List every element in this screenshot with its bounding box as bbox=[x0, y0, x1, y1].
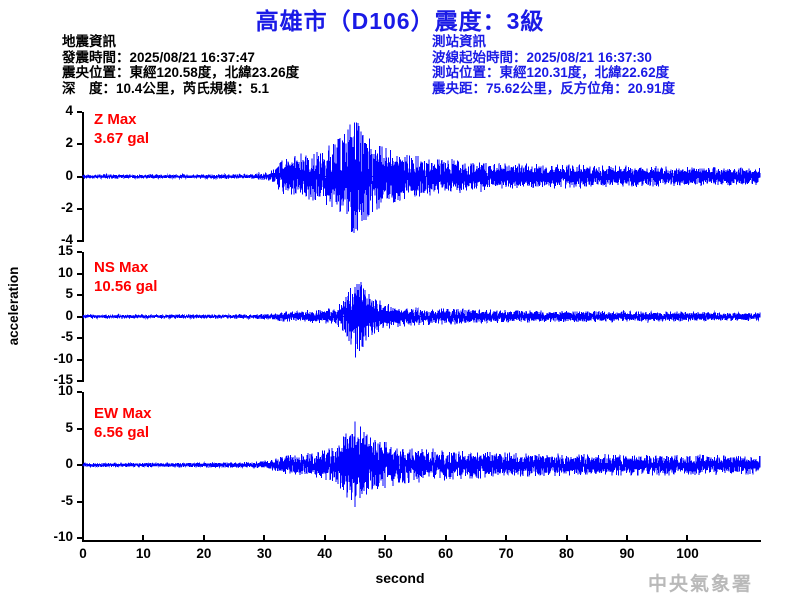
x-tick-30 bbox=[263, 535, 266, 541]
max-label-value-z: 3.67 gal bbox=[94, 130, 150, 147]
y-tick-z-4 bbox=[77, 111, 82, 113]
max-annotation-z: Z Max 3.67 gal bbox=[94, 110, 149, 148]
y-tick-label-ns-5: 5 bbox=[65, 286, 73, 301]
x-axis-label: second bbox=[375, 570, 425, 586]
x-tick-label-70: 70 bbox=[498, 546, 514, 561]
x-tick-label-30: 30 bbox=[256, 546, 272, 561]
y-axis-label: acceleration bbox=[6, 96, 21, 346]
x-tick-label-40: 40 bbox=[317, 546, 333, 561]
y-tick-label-ew-10: 10 bbox=[57, 383, 73, 398]
x-tick-80 bbox=[565, 535, 568, 541]
station-info-heading: 測站資訊 bbox=[432, 34, 486, 49]
x-tick-10 bbox=[142, 535, 145, 541]
x-tick-label-50: 50 bbox=[377, 546, 393, 561]
y-tick-z--2 bbox=[77, 208, 82, 210]
y-tick-ew--10 bbox=[77, 537, 82, 539]
max-label-title-ns: NS Max bbox=[94, 259, 149, 276]
x-tick-100 bbox=[686, 535, 689, 541]
x-axis-spine bbox=[82, 540, 761, 542]
y-tick-label-ew-0: 0 bbox=[65, 456, 73, 471]
x-tick-50 bbox=[384, 535, 387, 541]
y-tick-ns--5 bbox=[77, 337, 82, 339]
y-tick-z-2 bbox=[77, 143, 82, 145]
earthquake-info-heading: 地震資訊 bbox=[62, 34, 116, 49]
y-tick-label-ew--5: -5 bbox=[60, 493, 73, 508]
y-tick-label-ns-10: 10 bbox=[57, 265, 73, 280]
y-tick-ns-10 bbox=[77, 273, 82, 275]
x-tick-20 bbox=[202, 535, 205, 541]
y-tick-label-z--4: -4 bbox=[60, 232, 73, 247]
y-tick-label-ew-5: 5 bbox=[65, 420, 73, 435]
earthquake-depth-magnitude: 深 度：10.4公里，芮氏規模：5.1 bbox=[62, 80, 270, 96]
station-epicentral-distance: 震央距：75.62公里，反方位角：20.91度 bbox=[432, 80, 676, 96]
y-tick-ew-5 bbox=[77, 428, 82, 430]
page-title: 高雄市（D106）震度：3級 bbox=[255, 8, 545, 34]
y-tick-ns-5 bbox=[77, 294, 82, 296]
x-tick-60 bbox=[444, 535, 447, 541]
y-axis-label-text: acceleration bbox=[6, 266, 21, 346]
station-location: 測站位置：東經120.31度，北緯22.62度 bbox=[432, 65, 670, 80]
x-tick-label-20: 20 bbox=[196, 546, 212, 561]
y-tick-label-ew--10: -10 bbox=[53, 529, 73, 544]
y-tick-label-ns--5: -5 bbox=[60, 329, 73, 344]
max-label-title-z: Z Max bbox=[94, 111, 137, 128]
y-tick-label-z-2: 2 bbox=[65, 135, 73, 150]
y-tick-label-z-4: 4 bbox=[65, 103, 73, 118]
y-tick-label-ns--15: -15 bbox=[53, 372, 73, 387]
x-tick-40 bbox=[323, 535, 326, 541]
y-tick-label-ns-0: 0 bbox=[65, 308, 73, 323]
y-tick-ns--15 bbox=[77, 380, 82, 382]
y-tick-label-ns--10: -10 bbox=[53, 351, 73, 366]
x-tick-70 bbox=[505, 535, 508, 541]
earthquake-epicenter: 震央位置：東經120.58度，北緯23.26度 bbox=[62, 65, 300, 80]
x-tick-90 bbox=[626, 535, 629, 541]
x-tick-label-80: 80 bbox=[559, 546, 575, 561]
max-annotation-ns: NS Max 10.56 gal bbox=[94, 258, 157, 296]
y-tick-ew-0 bbox=[77, 464, 82, 466]
x-tick-label-60: 60 bbox=[438, 546, 454, 561]
y-tick-ns-0 bbox=[77, 316, 82, 318]
y-tick-z--4 bbox=[77, 240, 82, 242]
y-axis-spine-ew bbox=[82, 392, 84, 539]
y-tick-ew-10 bbox=[77, 391, 82, 393]
max-label-value-ew: 6.56 gal bbox=[94, 424, 150, 441]
y-tick-ew--5 bbox=[77, 501, 82, 503]
y-tick-ns-15 bbox=[77, 251, 82, 253]
y-tick-ns--10 bbox=[77, 359, 82, 361]
x-tick-label-90: 90 bbox=[619, 546, 635, 561]
y-tick-label-z-0: 0 bbox=[65, 168, 73, 183]
y-tick-label-z--2: -2 bbox=[60, 200, 73, 215]
max-label-title-ew: EW Max bbox=[94, 405, 152, 422]
max-annotation-ew: EW Max 6.56 gal bbox=[94, 404, 152, 442]
station-info-block: 測站資訊 波線起始時間：2025/08/21 16:37:30 測站位置：東經1… bbox=[432, 34, 675, 96]
earthquake-info-block: 地震資訊 發震時間：2025/08/21 16:37:47 震央位置：東經120… bbox=[62, 34, 299, 96]
y-tick-label-ns-15: 15 bbox=[57, 243, 73, 258]
y-tick-z-0 bbox=[77, 176, 82, 178]
x-tick-label-0: 0 bbox=[79, 546, 87, 561]
y-axis-spine-ns bbox=[82, 252, 84, 382]
earthquake-origin-time: 發震時間：2025/08/21 16:37:47 bbox=[62, 49, 255, 65]
station-waveform-start-time: 波線起始時間：2025/08/21 16:37:30 bbox=[432, 49, 652, 65]
max-label-value-ns: 10.56 gal bbox=[94, 278, 158, 295]
x-tick-label-10: 10 bbox=[135, 546, 151, 561]
y-axis-spine-z bbox=[82, 112, 84, 242]
agency-watermark: 中央氣象署 bbox=[648, 574, 754, 595]
x-tick-label-100: 100 bbox=[676, 546, 699, 561]
x-tick-0 bbox=[82, 535, 84, 541]
